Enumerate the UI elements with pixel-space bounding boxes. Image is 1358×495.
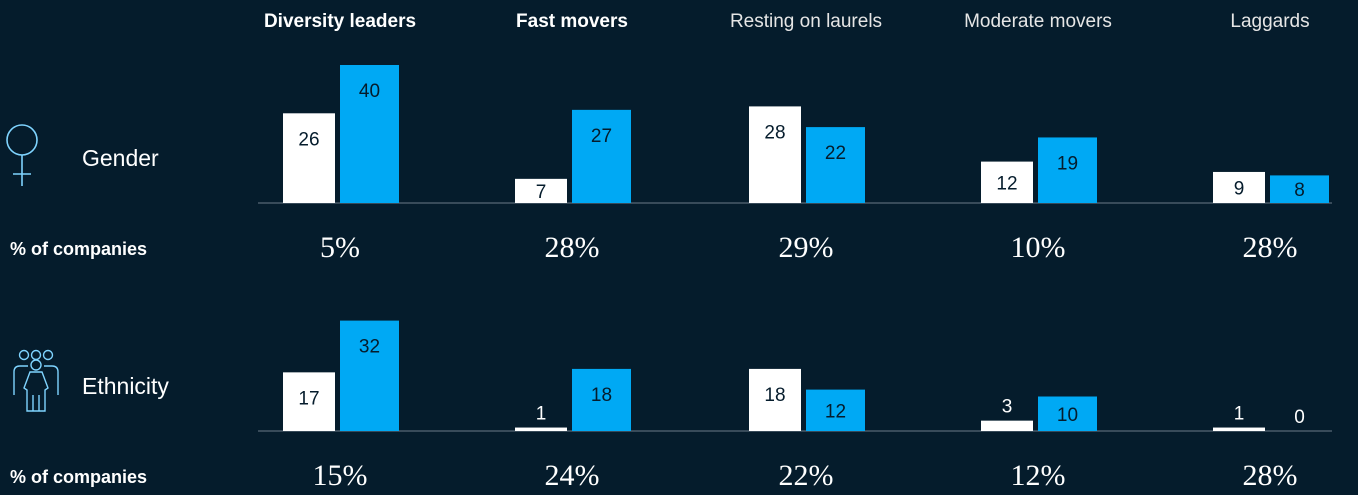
- share-title: % of companies: [10, 467, 147, 487]
- bar: [749, 368, 801, 431]
- value-label: 8: [1294, 180, 1305, 201]
- share-label: 10%: [1011, 231, 1066, 264]
- bar: [1038, 396, 1097, 431]
- value-label: 22: [825, 143, 846, 164]
- value-label: 3: [1002, 397, 1013, 418]
- bar: [806, 127, 865, 203]
- share-label: 29%: [779, 231, 834, 264]
- value-label: 19: [1057, 153, 1078, 174]
- ethnicity-icon: [13, 349, 59, 412]
- value-label: 17: [298, 388, 319, 409]
- bar: [515, 427, 567, 431]
- category-label: Fast movers: [516, 11, 628, 32]
- bar: [340, 65, 399, 203]
- value-label: 1: [536, 404, 547, 425]
- row-label: Gender: [82, 145, 159, 171]
- row-label: Ethnicity: [82, 373, 169, 399]
- value-label: 0: [1294, 407, 1305, 428]
- share-label: 15%: [313, 459, 368, 492]
- value-label: 18: [591, 385, 612, 406]
- bar: [572, 109, 631, 203]
- bar: [572, 368, 631, 431]
- share-label: 28%: [545, 231, 600, 264]
- category-label: Diversity leaders: [264, 11, 416, 32]
- value-label: 1: [1234, 404, 1245, 425]
- share-label: 5%: [320, 231, 360, 264]
- bar: [1213, 427, 1265, 431]
- bar: [1038, 137, 1097, 203]
- bar: [1213, 171, 1265, 203]
- bar: [283, 372, 335, 431]
- bar: [806, 389, 865, 431]
- share-label: 12%: [1011, 459, 1066, 492]
- bar: [515, 178, 567, 203]
- share-label: 22%: [779, 459, 834, 492]
- value-label: 18: [764, 385, 785, 406]
- value-label: 9: [1234, 178, 1245, 199]
- value-label: 12: [996, 173, 1017, 194]
- share-label: 28%: [1243, 459, 1298, 492]
- bar: [981, 161, 1033, 203]
- value-label: 7: [536, 182, 547, 203]
- bar: [340, 320, 399, 431]
- share-label: 28%: [1243, 231, 1298, 264]
- gender-icon: [6, 124, 38, 186]
- bar: [749, 106, 801, 203]
- value-label: 10: [1057, 405, 1078, 426]
- bar: [1270, 175, 1329, 203]
- category-label: Moderate movers: [964, 11, 1112, 32]
- value-label: 32: [359, 337, 380, 358]
- category-label: Resting on laurels: [730, 11, 882, 32]
- value-label: 12: [825, 401, 846, 422]
- share-label: 24%: [545, 459, 600, 492]
- bar: [283, 113, 335, 203]
- share-title: % of companies: [10, 239, 147, 259]
- value-label: 40: [359, 81, 380, 102]
- value-label: 26: [298, 129, 319, 150]
- value-label: 28: [764, 122, 785, 143]
- category-label: Laggards: [1230, 11, 1309, 32]
- value-label: 27: [591, 126, 612, 147]
- bar: [981, 420, 1033, 431]
